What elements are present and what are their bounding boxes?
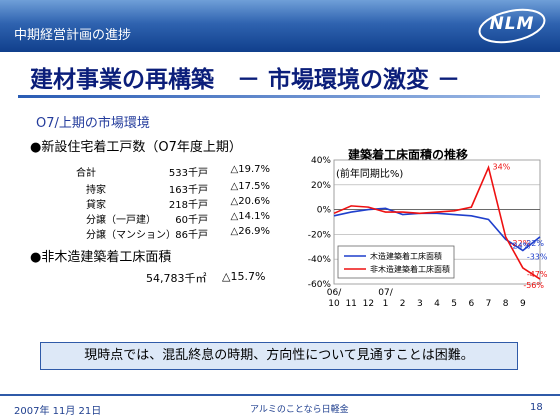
x-tick-label: 10	[328, 299, 340, 309]
logo-text: NLM	[489, 14, 535, 34]
row-change: △19.7%	[230, 164, 270, 175]
page-title: 建材事業の再構築 － 市場環境の激変 －	[30, 67, 461, 93]
legend-label-nonwood: 非木造建築着工床面積	[370, 264, 450, 274]
data-label: -56%	[523, 281, 544, 290]
y-tick-label: 20%	[311, 181, 331, 191]
x-tick-label: 12	[363, 299, 374, 309]
row-change: △17.5%	[230, 181, 270, 192]
data-label: -22%	[510, 239, 531, 248]
housing-starts-heading: ●新設住宅着工戸数（O7年度上期）	[30, 140, 242, 155]
row-label: 分譲（マンション）	[86, 230, 176, 241]
x-tick-label: 11	[345, 299, 356, 309]
y-tick-label: 0%	[317, 206, 332, 216]
row-label: 貸家	[86, 200, 106, 211]
chart-unit-note: (前年同期比%)	[336, 167, 403, 180]
nonwood-floor-area-change: △15.7%	[222, 270, 266, 283]
nonwood-series-line	[333, 164, 541, 280]
chart-series	[333, 164, 541, 280]
data-label: -22%	[523, 239, 544, 248]
x-tick-label: 9	[520, 299, 526, 309]
wood-series-line	[333, 207, 541, 252]
row-value: 533千戸	[168, 168, 208, 179]
x-tick-label: 1	[383, 299, 389, 309]
x-tick-label: 7	[486, 299, 492, 309]
logo-swoosh-icon	[478, 8, 546, 44]
row-label: 合計	[76, 168, 96, 179]
header-bar: 中期経営計画の進捗 NLM	[0, 0, 560, 52]
x-tick-label: 8	[503, 299, 509, 309]
x-tick-label: 2	[400, 299, 406, 309]
row-label: 持家	[86, 185, 106, 196]
title-underline	[18, 95, 540, 98]
data-label: -24%	[510, 241, 531, 250]
y-tick-label: -40%	[308, 255, 332, 265]
row-change: △14.1%	[230, 211, 270, 222]
legend-label-wood: 木造建築着工床面積	[370, 251, 442, 261]
page-number: 18	[530, 402, 543, 413]
y-axis-ticks: 40% 20% 0% -20% -40% -60%	[308, 156, 332, 290]
chart-title: 建築着工床面積の推移	[348, 148, 469, 162]
y-tick-label: -20%	[308, 230, 332, 240]
row-change: △20.6%	[230, 196, 270, 207]
chart-data-labels: 34% -22%-24% -33% -22% -47% -56%	[493, 162, 548, 290]
row-value: 86千戸	[175, 230, 208, 241]
data-label: -47%	[527, 270, 548, 279]
y-tick-label: 40%	[311, 156, 331, 166]
footer-date: 2007年 11月 21日	[14, 406, 102, 417]
row-value: 60千戸	[175, 215, 208, 226]
y-tick-label: -60%	[308, 280, 332, 290]
footer-rule	[0, 394, 560, 396]
chart-legend: 木造建築着工床面積 非木造建築着工床面積	[337, 245, 455, 279]
nonwood-floor-area-heading: ●非木造建築着工床面積	[30, 250, 172, 265]
x-tick-label: 5	[451, 299, 457, 309]
row-value: 163千戸	[168, 185, 208, 196]
x-tick-label: 3	[417, 299, 423, 309]
section-subtitle: O7/上期の市場環境	[36, 116, 150, 131]
x-tick-label: 4	[434, 299, 440, 309]
section-label: 中期経営計画の進捗	[14, 28, 132, 43]
row-change: △26.9%	[230, 226, 270, 237]
data-label: -33%	[527, 253, 548, 262]
company-logo: NLM	[476, 4, 548, 48]
x-tick-label: 06/	[327, 288, 342, 298]
x-tick-label: 07/	[378, 288, 393, 298]
conclusion-callout: 現時点では、混乱終息の時期、方向性について見通すことは困難。	[40, 342, 518, 370]
nonwood-floor-area-value: 54,783千㎡	[146, 272, 207, 285]
data-label: 34%	[493, 162, 511, 171]
row-value: 218千戸	[168, 200, 208, 211]
row-label: 分譲（一戸建）	[86, 215, 156, 226]
footer-tagline: アルミのことなら日軽金	[250, 405, 349, 415]
x-tick-label: 6	[468, 299, 474, 309]
legend-box	[337, 245, 455, 279]
